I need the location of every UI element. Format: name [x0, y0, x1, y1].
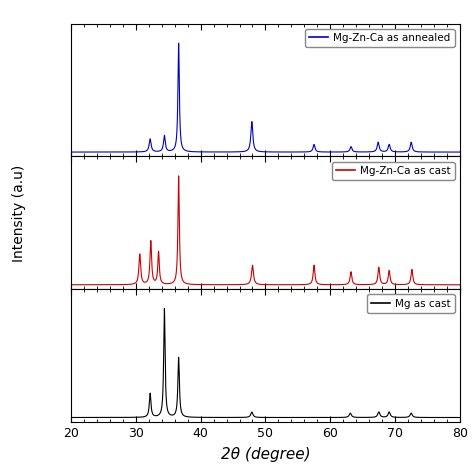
Text: Intensity (a.u): Intensity (a.u) [12, 164, 26, 262]
Legend: Mg as cast: Mg as cast [367, 294, 455, 313]
Text: 2θ (degree): 2θ (degree) [220, 447, 310, 462]
Legend: Mg-Zn-Ca as annealed: Mg-Zn-Ca as annealed [305, 29, 455, 47]
Legend: Mg-Zn-Ca as cast: Mg-Zn-Ca as cast [332, 162, 455, 180]
